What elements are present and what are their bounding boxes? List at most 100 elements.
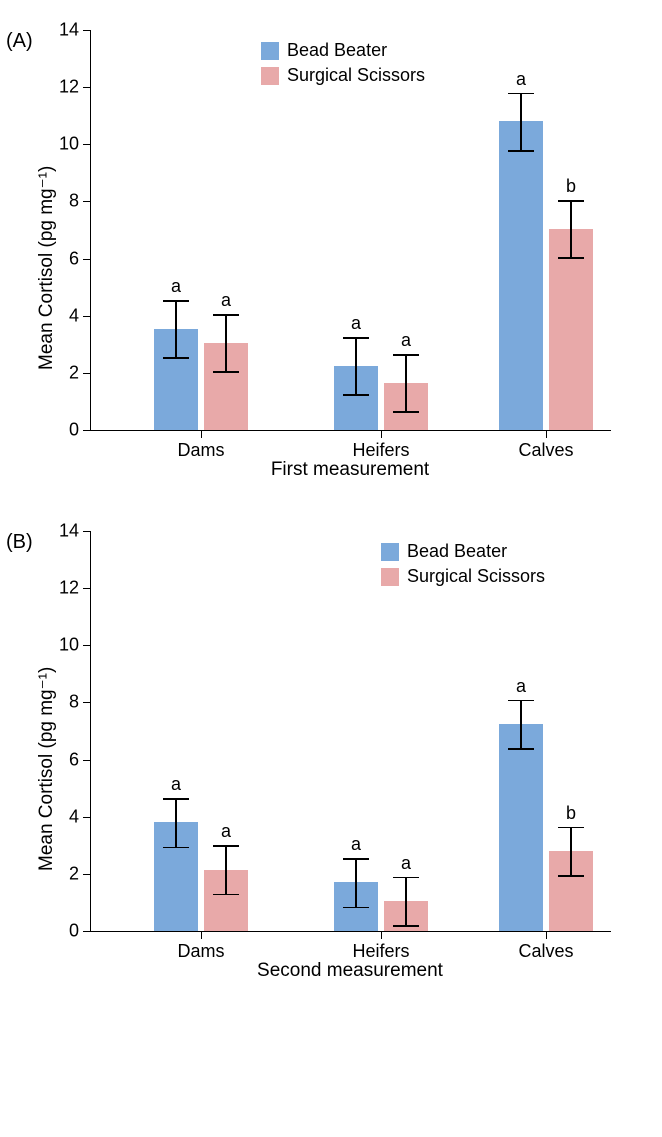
error-cap bbox=[508, 93, 534, 95]
error-bar bbox=[405, 354, 407, 411]
plot-area: 02468101214Bead BeaterSurgical ScissorsD… bbox=[90, 30, 611, 431]
y-tick-label: 14 bbox=[59, 20, 79, 41]
x-tick-label: Heifers bbox=[352, 941, 409, 962]
error-bar bbox=[175, 798, 177, 847]
error-cap bbox=[558, 827, 584, 829]
error-bar bbox=[225, 314, 227, 371]
legend-label: Surgical Scissors bbox=[287, 65, 425, 86]
chart-wrap: Mean Cortisol (pg mg⁻¹)02468101214Bead B… bbox=[90, 30, 662, 481]
x-tick-label: Calves bbox=[518, 941, 573, 962]
legend-label: Bead Beater bbox=[287, 40, 387, 61]
y-tick bbox=[83, 702, 91, 703]
y-tick bbox=[83, 316, 91, 317]
y-tick-label: 12 bbox=[59, 77, 79, 98]
y-tick bbox=[83, 201, 91, 202]
error-cap bbox=[393, 877, 419, 879]
y-tick-label: 8 bbox=[69, 191, 79, 212]
significance-label: a bbox=[221, 821, 231, 842]
error-cap bbox=[558, 257, 584, 259]
error-cap bbox=[163, 798, 189, 800]
y-tick-label: 0 bbox=[69, 921, 79, 942]
panel-label: (A) bbox=[6, 30, 33, 53]
significance-label: a bbox=[171, 774, 181, 795]
error-bar bbox=[175, 300, 177, 357]
y-tick bbox=[83, 588, 91, 589]
legend-swatch bbox=[381, 568, 399, 586]
error-cap bbox=[213, 314, 239, 316]
error-bar bbox=[225, 845, 227, 894]
significance-label: a bbox=[401, 330, 411, 351]
error-bar bbox=[520, 700, 522, 749]
panel-A: (A) Mean Cortisol (pg mg⁻¹)02468101214Bea… bbox=[0, 30, 662, 481]
error-bar bbox=[355, 858, 357, 907]
y-tick-label: 12 bbox=[59, 578, 79, 599]
error-bar bbox=[570, 200, 572, 257]
significance-label: a bbox=[221, 290, 231, 311]
y-tick bbox=[83, 259, 91, 260]
error-cap bbox=[558, 200, 584, 202]
chart-wrap: Mean Cortisol (pg mg⁻¹)02468101214Bead B… bbox=[90, 531, 662, 982]
x-tick bbox=[381, 931, 382, 939]
error-cap bbox=[213, 371, 239, 373]
error-cap bbox=[393, 354, 419, 356]
y-tick bbox=[83, 874, 91, 875]
y-tick bbox=[83, 931, 91, 932]
error-cap bbox=[508, 700, 534, 702]
significance-label: a bbox=[516, 69, 526, 90]
legend-label: Bead Beater bbox=[407, 541, 507, 562]
significance-label: a bbox=[351, 834, 361, 855]
y-tick-label: 2 bbox=[69, 362, 79, 383]
legend-item: Bead Beater bbox=[261, 40, 425, 61]
significance-label: a bbox=[351, 313, 361, 334]
legend-item: Surgical Scissors bbox=[261, 65, 425, 86]
legend: Bead Beater Surgical Scissors bbox=[261, 40, 425, 90]
legend-swatch bbox=[381, 543, 399, 561]
x-tick-label: Dams bbox=[177, 941, 224, 962]
error-cap bbox=[213, 894, 239, 896]
x-tick bbox=[381, 430, 382, 438]
error-bar bbox=[520, 93, 522, 150]
y-tick bbox=[83, 144, 91, 145]
plot-area: 02468101214Bead BeaterSurgical ScissorsD… bbox=[90, 531, 611, 932]
error-cap bbox=[558, 875, 584, 877]
y-tick bbox=[83, 30, 91, 31]
error-bar bbox=[405, 877, 407, 926]
error-bar bbox=[355, 337, 357, 394]
legend-item: Bead Beater bbox=[381, 541, 545, 562]
error-cap bbox=[393, 925, 419, 927]
y-tick bbox=[83, 645, 91, 646]
error-cap bbox=[508, 150, 534, 152]
legend-swatch bbox=[261, 67, 279, 85]
y-tick bbox=[83, 373, 91, 374]
error-cap bbox=[343, 394, 369, 396]
error-cap bbox=[343, 337, 369, 339]
legend-swatch bbox=[261, 42, 279, 60]
x-axis-title: First measurement bbox=[90, 459, 610, 481]
legend-item: Surgical Scissors bbox=[381, 566, 545, 587]
significance-label: b bbox=[566, 803, 576, 824]
error-cap bbox=[163, 847, 189, 849]
significance-label: a bbox=[171, 276, 181, 297]
x-tick bbox=[201, 931, 202, 939]
y-tick bbox=[83, 430, 91, 431]
error-cap bbox=[213, 845, 239, 847]
significance-label: a bbox=[516, 676, 526, 697]
significance-label: a bbox=[401, 853, 411, 874]
y-tick-label: 8 bbox=[69, 692, 79, 713]
error-cap bbox=[163, 357, 189, 359]
y-tick-label: 6 bbox=[69, 749, 79, 770]
y-tick-label: 10 bbox=[59, 134, 79, 155]
error-cap bbox=[163, 300, 189, 302]
error-cap bbox=[508, 748, 534, 750]
panel-B: (B) Mean Cortisol (pg mg⁻¹)02468101214Bea… bbox=[0, 531, 662, 982]
panel-label: (B) bbox=[6, 531, 33, 554]
y-tick bbox=[83, 87, 91, 88]
x-axis-title: Second measurement bbox=[90, 960, 610, 982]
y-tick-label: 2 bbox=[69, 863, 79, 884]
x-tick-label: Calves bbox=[518, 440, 573, 461]
x-tick-label: Heifers bbox=[352, 440, 409, 461]
x-tick bbox=[546, 430, 547, 438]
bar bbox=[549, 229, 593, 430]
y-tick-label: 10 bbox=[59, 635, 79, 656]
x-tick-label: Dams bbox=[177, 440, 224, 461]
